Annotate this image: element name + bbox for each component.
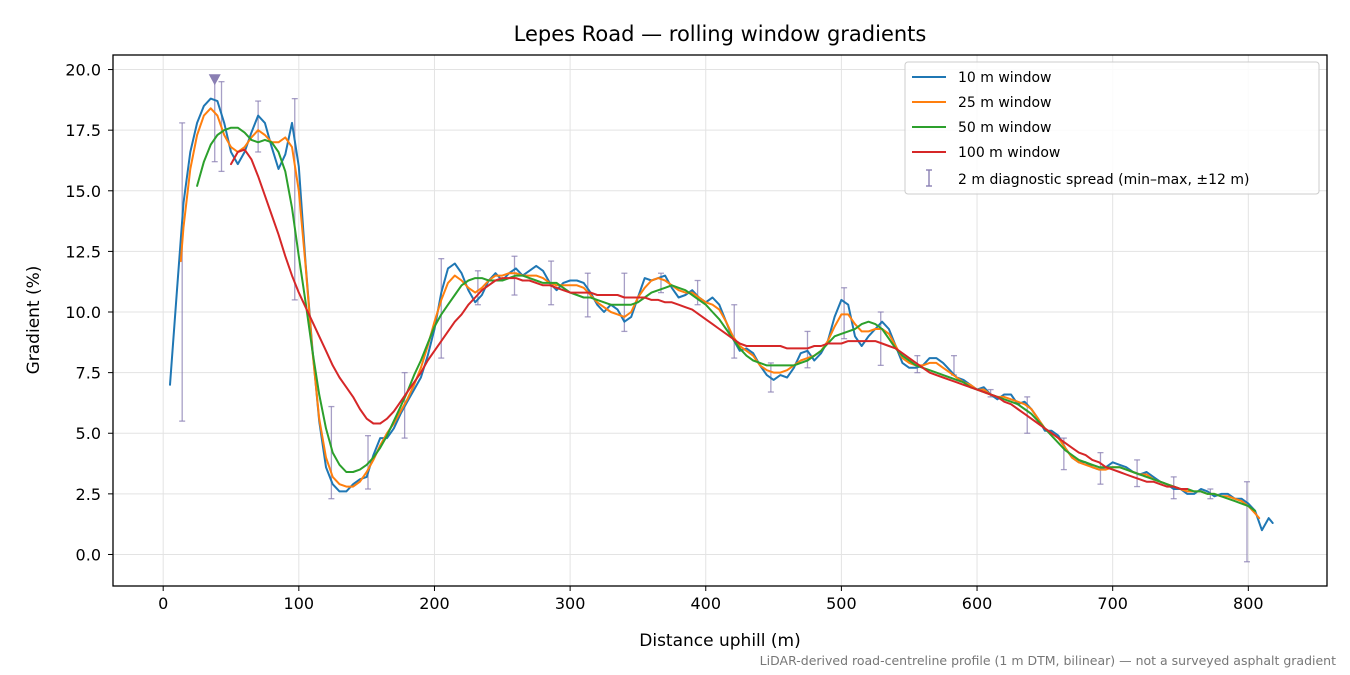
diagnostic-spread-bar — [1243, 481, 1250, 563]
legend-label-25m: 25 m window — [958, 95, 1051, 111]
diagnostic-spread-bar — [291, 97, 298, 301]
diagnostic-spread-bar — [255, 100, 262, 153]
x-tick-label: 200 — [419, 594, 450, 613]
y-tick-label: 5.0 — [76, 424, 101, 443]
series-line-50m — [196, 126, 1257, 512]
footnote: LiDAR-derived road-centreline profile (1… — [760, 653, 1336, 668]
legend-label-spread: 2 m diagnostic spread (min–max, ±12 m) — [958, 172, 1249, 188]
x-axis-ticks: 0 100 200 300 400 500 600 700 800 — [158, 586, 1264, 613]
y-tick-label: 7.5 — [76, 364, 101, 383]
y-axis-label: Gradient (%) — [24, 266, 44, 375]
x-tick-label: 100 — [284, 594, 315, 613]
y-tick-label: 20.0 — [65, 61, 101, 80]
diagnostic-spread-bar — [877, 311, 884, 367]
legend-label-10m: 10 m window — [958, 70, 1051, 86]
y-tick-label: 12.5 — [65, 242, 101, 261]
y-tick-label: 0.0 — [76, 545, 101, 564]
x-tick-label: 400 — [690, 594, 721, 613]
legend-box — [904, 61, 1320, 195]
series-lines — [169, 97, 1274, 532]
y-axis-ticks: 0.0 2.5 5.0 7.5 10.0 12.5 15.0 17.5 20.0 — [65, 61, 113, 564]
x-tick-label: 300 — [555, 594, 586, 613]
series-line-25m — [179, 107, 1261, 520]
y-tick-label: 15.0 — [65, 182, 101, 201]
chart-title: Lepes Road — rolling window gradients — [514, 22, 927, 46]
diagnostic-spread-bar — [1060, 437, 1067, 471]
legend-swatch-spread — [926, 169, 932, 187]
peak-marker-group — [208, 74, 221, 86]
diagnostic-spread-bar — [731, 304, 738, 359]
x-tick-label: 800 — [1233, 594, 1264, 613]
x-tick-label: 500 — [826, 594, 857, 613]
y-tick-label: 17.5 — [65, 121, 101, 140]
legend-label-50m: 50 m window — [958, 120, 1051, 136]
y-tick-label: 10.0 — [65, 303, 101, 322]
x-tick-label: 0 — [158, 594, 168, 613]
x-tick-label: 600 — [962, 594, 993, 613]
diagnostic-spread-bar — [584, 272, 591, 318]
series-line-100m — [230, 148, 1189, 490]
plot-frame — [112, 54, 1328, 587]
diagnostic-spread-bar — [841, 287, 848, 340]
y-tick-label: 2.5 — [76, 485, 101, 504]
legend: 10 m window 25 m window 50 m window 100 … — [904, 61, 1320, 195]
peak-marker — [208, 74, 221, 86]
x-axis-label: Distance uphill (m) — [639, 631, 800, 651]
diagnostic-spread-bar — [804, 330, 811, 369]
legend-label-100m: 100 m window — [958, 145, 1060, 161]
diagnostic-spread-bar — [179, 122, 186, 422]
diagnostic-spread-bar — [694, 279, 701, 306]
x-tick-label: 700 — [1097, 594, 1128, 613]
